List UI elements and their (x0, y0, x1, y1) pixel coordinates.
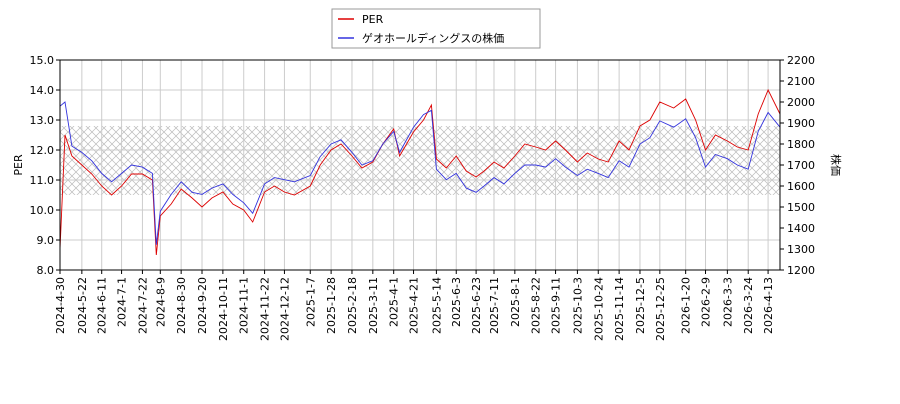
y-tick-label: 14.0 (30, 84, 55, 97)
y-tick-label: 8.0 (37, 264, 55, 277)
x-tick-label: 2024-11-1 (238, 277, 251, 334)
x-tick-label: 2024-12-12 (278, 277, 291, 341)
y2-tick-label: 1900 (787, 117, 815, 130)
x-tick-label: 2025-10-24 (592, 277, 605, 341)
y2-tick-label: 2000 (787, 96, 815, 109)
y-tick-label: 9.0 (37, 234, 55, 247)
y-tick-label: 10.0 (30, 204, 55, 217)
x-tick-label: 2025-6-23 (470, 277, 483, 334)
x-tick-label: 2025-4-21 (408, 277, 421, 334)
series-line (59, 101, 781, 245)
y-tick-label: 11.0 (30, 174, 55, 187)
x-tick-label: 2024-9-20 (196, 277, 209, 334)
x-tick-label: 2025-10-3 (571, 277, 584, 334)
x-tick-label: 2025-7-11 (488, 277, 501, 334)
legend-label: PER (362, 13, 384, 26)
y-axis-label: PER (12, 154, 25, 176)
x-tick-label: 2025-11-14 (613, 277, 626, 341)
y2-tick-label: 2200 (787, 54, 815, 67)
range-band (60, 126, 780, 195)
y-tick-label: 12.0 (30, 144, 55, 157)
x-tick-label: 2024-4-30 (54, 277, 67, 334)
y2-tick-label: 1300 (787, 243, 815, 256)
y2-tick-label: 1800 (787, 138, 815, 151)
x-tick-label: 2024-8-30 (175, 277, 188, 334)
x-tick-label: 2024-8-9 (154, 277, 167, 327)
legend-label: ゲオホールディングスの株価 (362, 31, 504, 45)
x-tick-label: 2025-6-3 (450, 277, 463, 327)
x-tick-label: 2025-2-18 (346, 277, 359, 334)
x-tick-label: 2024-11-22 (259, 277, 272, 341)
x-tick-label: 2024-7-1 (116, 277, 129, 327)
x-tick-label: 2025-5-14 (430, 277, 443, 334)
x-tick-label: 2025-4-1 (388, 277, 401, 327)
x-tick-label: 2026-3-3 (721, 277, 734, 327)
x-tick-label: 2024-6-11 (96, 277, 109, 334)
y2-tick-label: 1700 (787, 159, 815, 172)
legend (331, 8, 541, 49)
x-tick-label: 2025-1-28 (325, 277, 338, 334)
x-tick-label: 2026-1-20 (680, 277, 693, 334)
x-tick-label: 2026-2-9 (700, 277, 713, 327)
x-tick-label: 2025-1-7 (304, 277, 317, 327)
y2-tick-label: 1500 (787, 201, 815, 214)
x-tick-label: 2026-3-24 (742, 277, 755, 334)
y-tick-label: 15.0 (30, 54, 55, 67)
x-tick-label: 2025-8-22 (530, 277, 543, 334)
x-tick-label: 2026-4-13 (762, 277, 775, 334)
x-tick-label: 2025-12-25 (654, 277, 667, 341)
x-tick-label: 2025-3-11 (367, 277, 380, 334)
x-tick-label: 2024-5-22 (76, 277, 89, 334)
y2-tick-label: 2100 (787, 75, 815, 88)
y2-axis-label: 株価 (829, 154, 843, 176)
y2-tick-label: 1200 (787, 264, 815, 277)
y2-tick-label: 1400 (787, 222, 815, 235)
x-tick-label: 2024-7-22 (136, 277, 149, 334)
x-tick-label: 2025-9-11 (550, 277, 563, 334)
x-tick-label: 2025-8-1 (509, 277, 522, 327)
x-tick-label: 2025-12-5 (634, 277, 647, 334)
series-line (59, 88, 781, 256)
x-tick-label: 2024-10-11 (217, 277, 230, 341)
y-tick-label: 13.0 (30, 114, 55, 127)
y2-tick-label: 1600 (787, 180, 815, 193)
